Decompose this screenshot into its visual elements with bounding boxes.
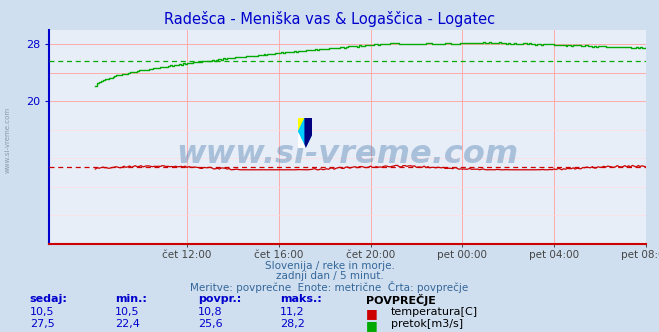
Text: POVPREČJE: POVPREČJE: [366, 294, 436, 306]
Text: 10,5: 10,5: [30, 307, 54, 317]
Polygon shape: [298, 118, 312, 148]
Text: maks.:: maks.:: [280, 294, 322, 304]
Text: Radešca - Meniška vas & Logaščica - Logatec: Radešca - Meniška vas & Logaščica - Loga…: [164, 11, 495, 27]
Polygon shape: [298, 133, 305, 148]
Polygon shape: [298, 118, 305, 133]
Text: ■: ■: [366, 307, 378, 320]
Text: 28,2: 28,2: [280, 319, 305, 329]
Text: 11,2: 11,2: [280, 307, 304, 317]
Text: ■: ■: [366, 319, 378, 332]
Text: www.si-vreme.com: www.si-vreme.com: [177, 138, 519, 170]
Polygon shape: [305, 118, 312, 148]
Text: 22,4: 22,4: [115, 319, 140, 329]
Text: sedaj:: sedaj:: [30, 294, 67, 304]
Text: 25,6: 25,6: [198, 319, 222, 329]
Text: pretok[m3/s]: pretok[m3/s]: [391, 319, 463, 329]
Text: temperatura[C]: temperatura[C]: [391, 307, 478, 317]
Text: Slovenija / reke in morje.: Slovenija / reke in morje.: [264, 261, 395, 271]
Text: www.si-vreme.com: www.si-vreme.com: [5, 106, 11, 173]
Text: zadnji dan / 5 minut.: zadnji dan / 5 minut.: [275, 271, 384, 281]
Text: 27,5: 27,5: [30, 319, 55, 329]
Text: Meritve: povprečne  Enote: metrične  Črta: povprečje: Meritve: povprečne Enote: metrične Črta:…: [190, 281, 469, 292]
Text: povpr.:: povpr.:: [198, 294, 241, 304]
Text: 10,8: 10,8: [198, 307, 222, 317]
Text: min.:: min.:: [115, 294, 147, 304]
Text: 10,5: 10,5: [115, 307, 140, 317]
